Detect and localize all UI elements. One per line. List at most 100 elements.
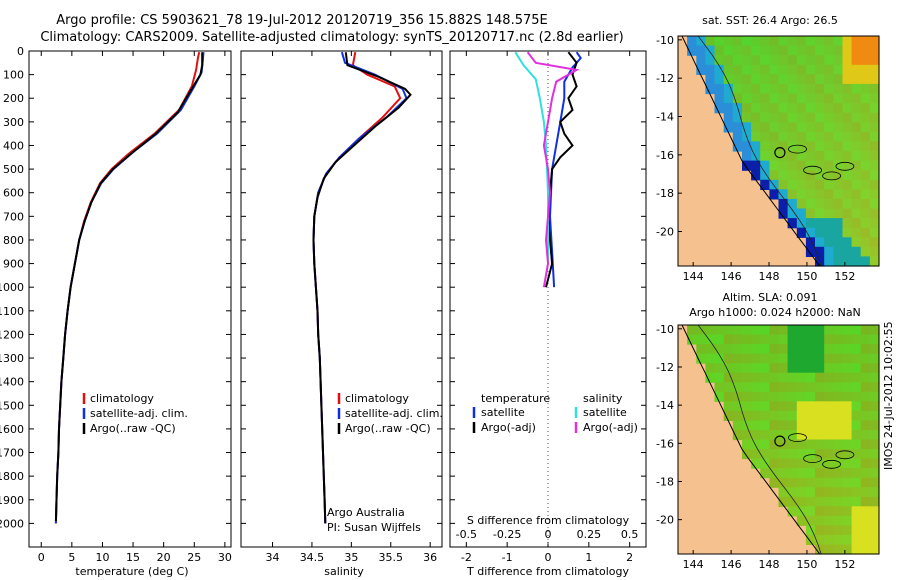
map-cell: [805, 198, 816, 210]
map-cell: [851, 477, 862, 488]
x-tick-label: 10: [95, 551, 109, 564]
map-cell: [732, 64, 743, 75]
map-cell: [751, 391, 761, 402]
map-cell: [787, 74, 798, 85]
map-cell: [732, 131, 743, 142]
map-cell: [860, 496, 871, 507]
map-cell: [778, 382, 789, 393]
map-cell: [723, 363, 734, 374]
map-cell: [860, 430, 871, 441]
map-cell: [769, 103, 780, 114]
map-cell: [805, 534, 816, 545]
map-cell: [842, 534, 853, 545]
map-cell: [778, 401, 789, 412]
map-cell: [833, 420, 843, 431]
series-line-s-argo-adj-: [526, 51, 580, 288]
map-cell: [833, 141, 843, 152]
salinity-legend: climatology satellite-adj. clim. Argo(..…: [327, 392, 443, 534]
map-cell: [778, 208, 789, 219]
map-cell: [833, 477, 843, 488]
map-cell: [833, 93, 843, 104]
map-cell: [714, 344, 725, 355]
y-tick-label: -20: [656, 514, 674, 527]
map-cell: [778, 141, 789, 152]
map-cell: [805, 487, 816, 498]
map-cell: [769, 334, 780, 345]
map-cell: [842, 208, 853, 219]
map-cell: [796, 496, 807, 507]
map-cell: [824, 449, 834, 460]
map-cell: [778, 198, 789, 210]
map-cell: [860, 36, 871, 47]
map-cell: [714, 391, 725, 402]
x-tick-label: 34.5: [300, 551, 325, 564]
map-cell: [842, 237, 853, 248]
map-cell: [851, 55, 862, 66]
map-cell: [805, 391, 816, 402]
map-cell: [778, 36, 789, 47]
map-cell: [787, 439, 798, 450]
map-cell: [833, 198, 843, 210]
map-cell: [787, 325, 798, 336]
coastline: [681, 324, 821, 555]
map-cell: [787, 160, 798, 171]
map-cell: [714, 64, 725, 75]
map-cell: [760, 45, 770, 56]
map-cell: [851, 179, 862, 190]
map-cell: [760, 458, 770, 469]
map-cell: [778, 122, 789, 133]
map-cell: [869, 458, 880, 469]
map-cell: [751, 372, 761, 383]
map-cell: [723, 74, 734, 85]
map-cell: [751, 141, 761, 152]
map-cell: [742, 141, 752, 152]
map-cell: [851, 439, 862, 450]
y-tick-label: 100: [3, 69, 24, 82]
map-cell: [815, 468, 825, 479]
map-cell: [824, 83, 834, 95]
y-tick-label: 2000: [0, 517, 24, 530]
map-cell: [805, 160, 816, 171]
map-cell: [742, 344, 752, 355]
map-cell: [723, 372, 734, 383]
legend-header-temperature: temperature: [481, 392, 550, 405]
map-cell: [723, 353, 734, 364]
map-cell: [851, 198, 862, 210]
depth-contour: [697, 324, 822, 555]
map-cell: [824, 515, 834, 526]
map-cell: [696, 334, 706, 345]
map-cell: [705, 353, 716, 364]
map-cell: [742, 64, 752, 75]
map-cell: [842, 487, 853, 498]
map-cell: [824, 122, 834, 133]
map-cell: [805, 334, 816, 345]
map-cell: [742, 112, 752, 123]
map-cell: [714, 93, 725, 104]
map-cell: [742, 401, 752, 412]
map-cell: [751, 131, 761, 142]
map-cell: [869, 74, 880, 85]
map-cell: [760, 449, 770, 460]
map-cell: [833, 170, 843, 181]
map-cell: [769, 93, 780, 104]
map-cell: [824, 103, 834, 114]
map-cell: [851, 468, 862, 479]
map-cell: [824, 344, 834, 355]
map-cell: [842, 506, 853, 517]
map-cell: [869, 179, 880, 190]
map-cell: [769, 391, 780, 402]
map-cell: [796, 439, 807, 450]
map-cell: [760, 36, 770, 47]
map-cell: [860, 363, 871, 374]
map-cell: [824, 391, 834, 402]
map-cell: [714, 83, 725, 95]
map-cell: [815, 353, 825, 364]
s-tick-label: -0.5: [456, 528, 477, 541]
map-cell: [869, 170, 880, 181]
map-cell: [860, 544, 871, 555]
map-cell: [815, 74, 825, 85]
map-cell: [851, 525, 862, 536]
map-cell: [769, 439, 780, 450]
map-cell: [778, 344, 789, 355]
map-cell: [723, 112, 734, 123]
